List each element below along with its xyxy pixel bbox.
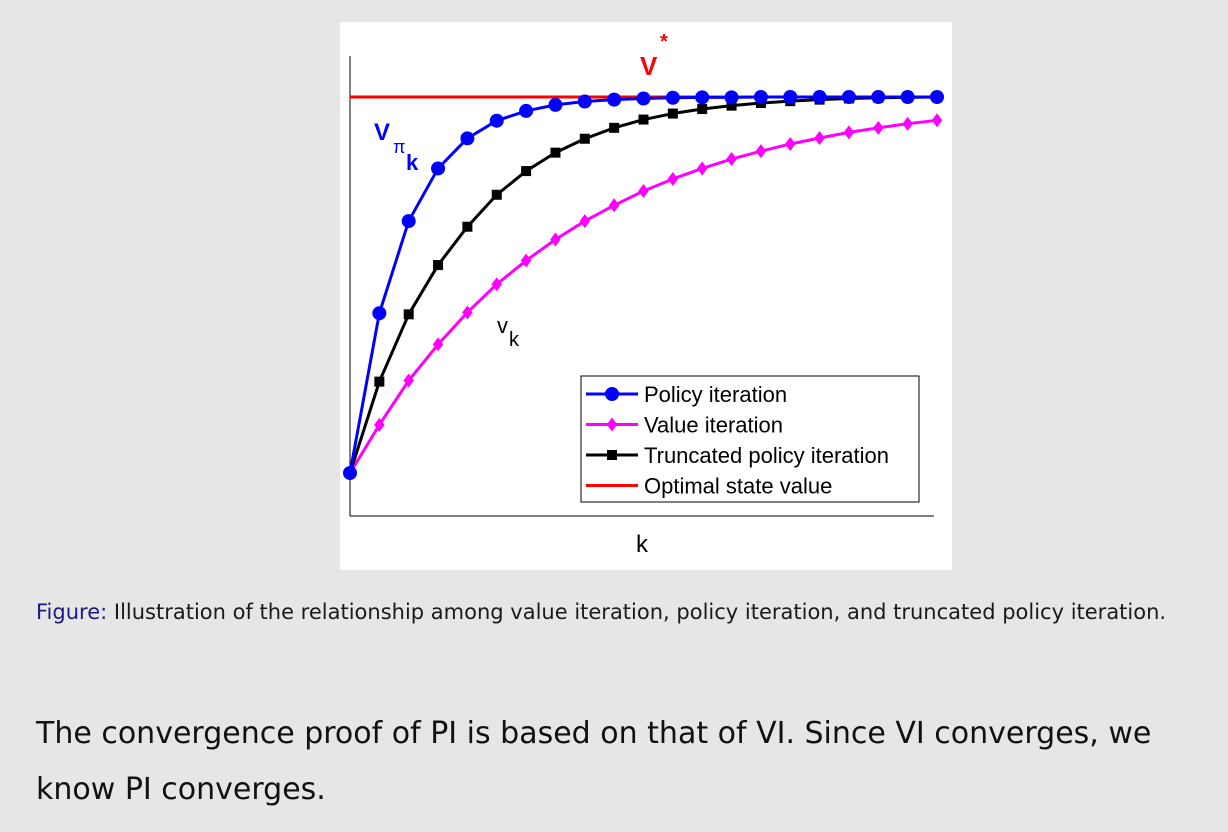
value-iteration-point — [755, 144, 767, 159]
truncated-policy-iteration-point — [726, 100, 737, 111]
policy-iteration-point — [724, 90, 739, 105]
series-layer — [343, 90, 944, 480]
truncated-policy-iteration-point — [550, 147, 561, 158]
value-iteration-point — [579, 214, 591, 229]
vstar-superscript: * — [660, 31, 668, 53]
truncated-policy-iteration-point — [579, 133, 590, 144]
policy-iteration-point — [372, 306, 387, 321]
value-iteration-point — [726, 152, 737, 167]
policy-iteration-point — [783, 90, 798, 104]
policy-iteration-point — [841, 90, 856, 104]
truncated-policy-iteration-point — [374, 376, 385, 387]
legend-marker-policy-iteration — [605, 387, 619, 401]
body-paragraph: The convergence proof of PI is based on … — [36, 716, 1152, 807]
truncated-policy-iteration-point — [433, 260, 444, 271]
policy-iteration-point — [636, 91, 651, 106]
truncated-policy-iteration-point — [462, 221, 473, 232]
policy-iteration-point — [930, 90, 944, 104]
caption-text: Illustration of the relationship among v… — [107, 600, 1167, 624]
policy-iteration-point — [871, 90, 886, 104]
vpi-subscript: π — [393, 137, 405, 157]
legend-label-value-iteration: Value iteration — [644, 413, 783, 438]
policy-iteration-point — [489, 113, 504, 128]
vk-subscript: k — [509, 329, 520, 351]
legend-marker-value-iteration — [606, 417, 618, 432]
legend-label-policy-iteration: Policy iteration — [644, 382, 787, 407]
legend-label-truncated-policy-iteration: Truncated policy iteration — [644, 443, 889, 468]
policy-iteration-point — [665, 90, 680, 105]
x-axis-label: k — [636, 531, 649, 558]
legend: Policy iteration Value iteration Truncated… — [580, 375, 920, 503]
value-iteration-point — [902, 116, 913, 131]
truncated-policy-iteration-point — [521, 166, 532, 177]
truncated-policy-iteration-point — [403, 309, 414, 320]
figure-panel: V * V π k v k k Policy iteration Value it… — [340, 22, 952, 570]
value-iteration-point — [814, 130, 825, 145]
value-iteration-point — [638, 184, 649, 198]
policy-iteration-point — [548, 97, 563, 112]
value-iteration-point — [491, 277, 502, 292]
policy-iteration-point — [695, 90, 710, 105]
axes — [349, 56, 934, 517]
policy-iteration-point — [431, 161, 446, 176]
policy-iteration-point — [753, 90, 768, 104]
legend-label-optimal-state-value: Optimal state value — [644, 474, 832, 499]
policy-iteration-point — [460, 131, 475, 146]
vpi-subsubscript: k — [406, 150, 419, 175]
policy-iteration-point — [607, 92, 622, 107]
convergence-chart: V * V π k v k k Policy iteration Value it… — [343, 31, 944, 558]
vpi-label: V — [374, 119, 390, 146]
truncated-policy-iteration-point — [609, 122, 620, 133]
value-iteration-point — [520, 253, 532, 268]
value-iteration-point — [667, 171, 679, 186]
value-iteration-point — [374, 417, 385, 432]
value-iteration-point — [432, 337, 444, 352]
value-iteration-point — [931, 113, 943, 128]
legend-marker-truncated-policy-iteration — [607, 450, 617, 460]
policy-iteration-point — [812, 90, 827, 104]
value-iteration-point — [785, 137, 796, 151]
policy-iteration-point — [900, 90, 915, 104]
value-iteration-point — [403, 373, 414, 388]
legend-box — [580, 375, 920, 503]
figure-caption: Figure: Illustration of the relationship… — [36, 596, 1196, 628]
policy-iteration-point — [519, 103, 534, 118]
policy-iteration-point — [577, 94, 592, 109]
value-iteration-point — [462, 305, 473, 320]
vstar-label: V — [640, 51, 658, 81]
truncated-policy-iteration-point — [697, 104, 708, 115]
annotations: V * V π k v k k — [374, 31, 668, 558]
value-iteration-point — [873, 120, 884, 135]
caption-label: Figure: — [36, 600, 108, 624]
value-iteration-point — [550, 232, 561, 247]
policy-iteration-point — [343, 466, 357, 480]
policy-iteration-point — [401, 214, 416, 229]
truncated-policy-iteration-point — [638, 114, 649, 125]
value-iteration-point — [843, 125, 855, 140]
value-iteration-point — [696, 161, 708, 176]
vk-label: v — [497, 313, 508, 338]
truncated-policy-iteration-point — [491, 189, 502, 200]
truncated-policy-iteration-point — [667, 108, 678, 119]
value-iteration-point — [608, 198, 620, 213]
